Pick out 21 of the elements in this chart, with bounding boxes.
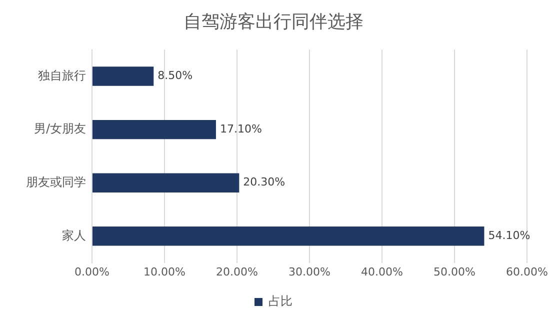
bar [92, 173, 240, 192]
legend-label: 占比 [268, 294, 292, 308]
data-label: 54.10% [488, 229, 530, 242]
y-tick-label: 家人 [62, 228, 86, 242]
x-tick-label: 30.00% [288, 265, 330, 278]
bar [92, 66, 154, 86]
bar [92, 120, 216, 140]
x-tick-label: 40.00% [361, 265, 403, 278]
y-tick-label: 男/女朋友 [34, 122, 86, 136]
x-tick-label: 10.00% [144, 265, 186, 278]
bar [92, 226, 484, 246]
x-tick-label: 20.00% [216, 265, 258, 278]
y-tick-label: 朋友或同学 [26, 174, 86, 189]
x-tick-label: 50.00% [434, 265, 476, 278]
data-label: 20.30% [243, 176, 286, 189]
data-label: 17.10% [220, 122, 262, 136]
chart-title: 自驾游客出行同伴选择 [184, 11, 364, 32]
y-tick-label: 独自旅行 [38, 68, 86, 82]
data-label: 8.50% [158, 69, 193, 82]
x-tick-label: 60.00% [506, 265, 548, 278]
x-tick-label: 0.00% [74, 265, 110, 278]
